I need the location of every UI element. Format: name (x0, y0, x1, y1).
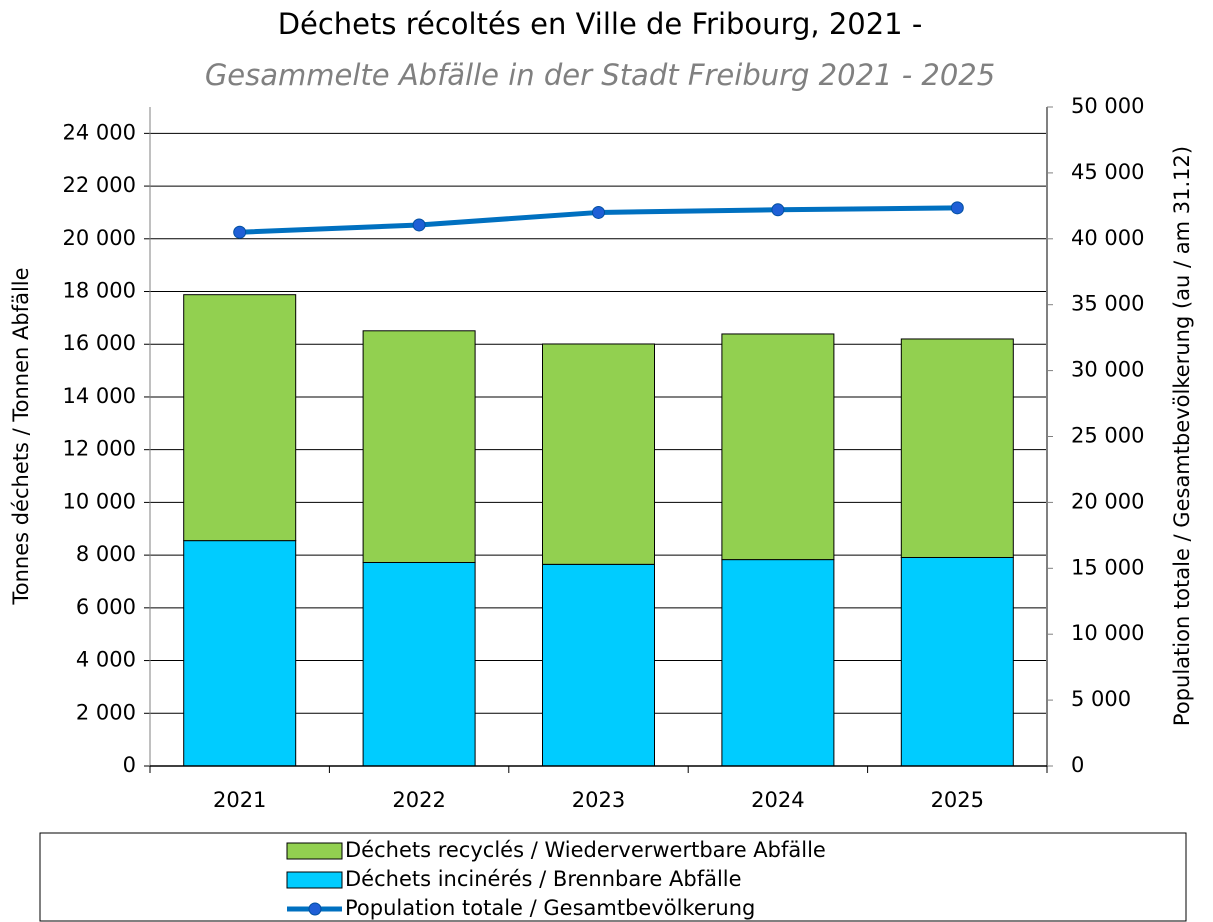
chart-subtitle: Gesammelte Abfälle in der Stadt Freiburg… (205, 58, 995, 92)
y2-tick-label: 15 000 (1071, 555, 1144, 579)
y2-tick-label: 35 000 (1071, 292, 1144, 316)
y-tick-label: 16 000 (63, 331, 136, 355)
y2-tick-label: 45 000 (1071, 160, 1144, 184)
x-tick-label: 2023 (572, 788, 625, 812)
marker (592, 205, 605, 219)
legend-marker (308, 902, 322, 916)
y-tick-label: 8 000 (76, 542, 136, 566)
bar (183, 540, 297, 767)
legend-box (39, 832, 1187, 922)
bar (900, 556, 1014, 767)
marker (412, 218, 426, 232)
y2-tick-label: 25 000 (1071, 424, 1144, 448)
y-tick-label: 4 000 (76, 648, 136, 672)
y-tick-label: 24 000 (63, 120, 136, 144)
y-tick-label: 10 000 (63, 489, 136, 513)
legend-label: Déchets recyclés / Wiederverwertbare Abf… (345, 838, 826, 862)
y-tick-label: 12 000 (63, 437, 136, 461)
y-tick-label: 20 000 (63, 226, 136, 250)
legend-swatch (286, 842, 343, 860)
y2-tick-label: 5 000 (1071, 687, 1131, 711)
marker (950, 201, 964, 215)
y2-axis-label: Population totale / Gesamtbevölkerung (a… (1170, 146, 1194, 726)
y2-tick-label: 20 000 (1071, 489, 1144, 513)
bar (542, 343, 655, 565)
y2-tick-label: 0 (1071, 753, 1084, 777)
marker (233, 225, 247, 239)
y-axis-label: Tonnes déchets / Tonnen Abfälle (9, 267, 33, 605)
legend-label: Population totale / Gesamtbevölkerung (345, 896, 755, 920)
y2-tick-label: 30 000 (1071, 358, 1144, 382)
x-tick-label: 2025 (931, 788, 984, 812)
chart-title: Déchets récoltés en Ville de Fribourg, 2… (278, 7, 923, 41)
x-tick-label: 2022 (392, 788, 445, 812)
bar (721, 333, 835, 561)
bar (362, 562, 476, 767)
y-tick-label: 2 000 (76, 700, 136, 724)
y2-tick-label: 10 000 (1071, 621, 1144, 645)
bar (183, 294, 297, 542)
y-tick-label: 22 000 (63, 173, 136, 197)
x-tick-label: 2024 (751, 788, 804, 812)
y-tick-label: 6 000 (76, 595, 136, 619)
x-tick-label: 2021 (213, 788, 266, 812)
bar (362, 330, 476, 564)
legend-label: Déchets incinérés / Brennbare Abfälle (345, 867, 742, 891)
y-tick-label: 18 000 (63, 279, 136, 303)
y-tick-label: 0 (123, 753, 136, 777)
y-tick-label: 14 000 (63, 384, 136, 408)
bar (542, 563, 655, 767)
bar (721, 559, 835, 767)
marker (771, 203, 785, 217)
bar (900, 338, 1014, 558)
y2-tick-label: 40 000 (1071, 226, 1144, 250)
y2-tick-label: 50 000 (1071, 94, 1144, 118)
legend-swatch (286, 871, 343, 889)
